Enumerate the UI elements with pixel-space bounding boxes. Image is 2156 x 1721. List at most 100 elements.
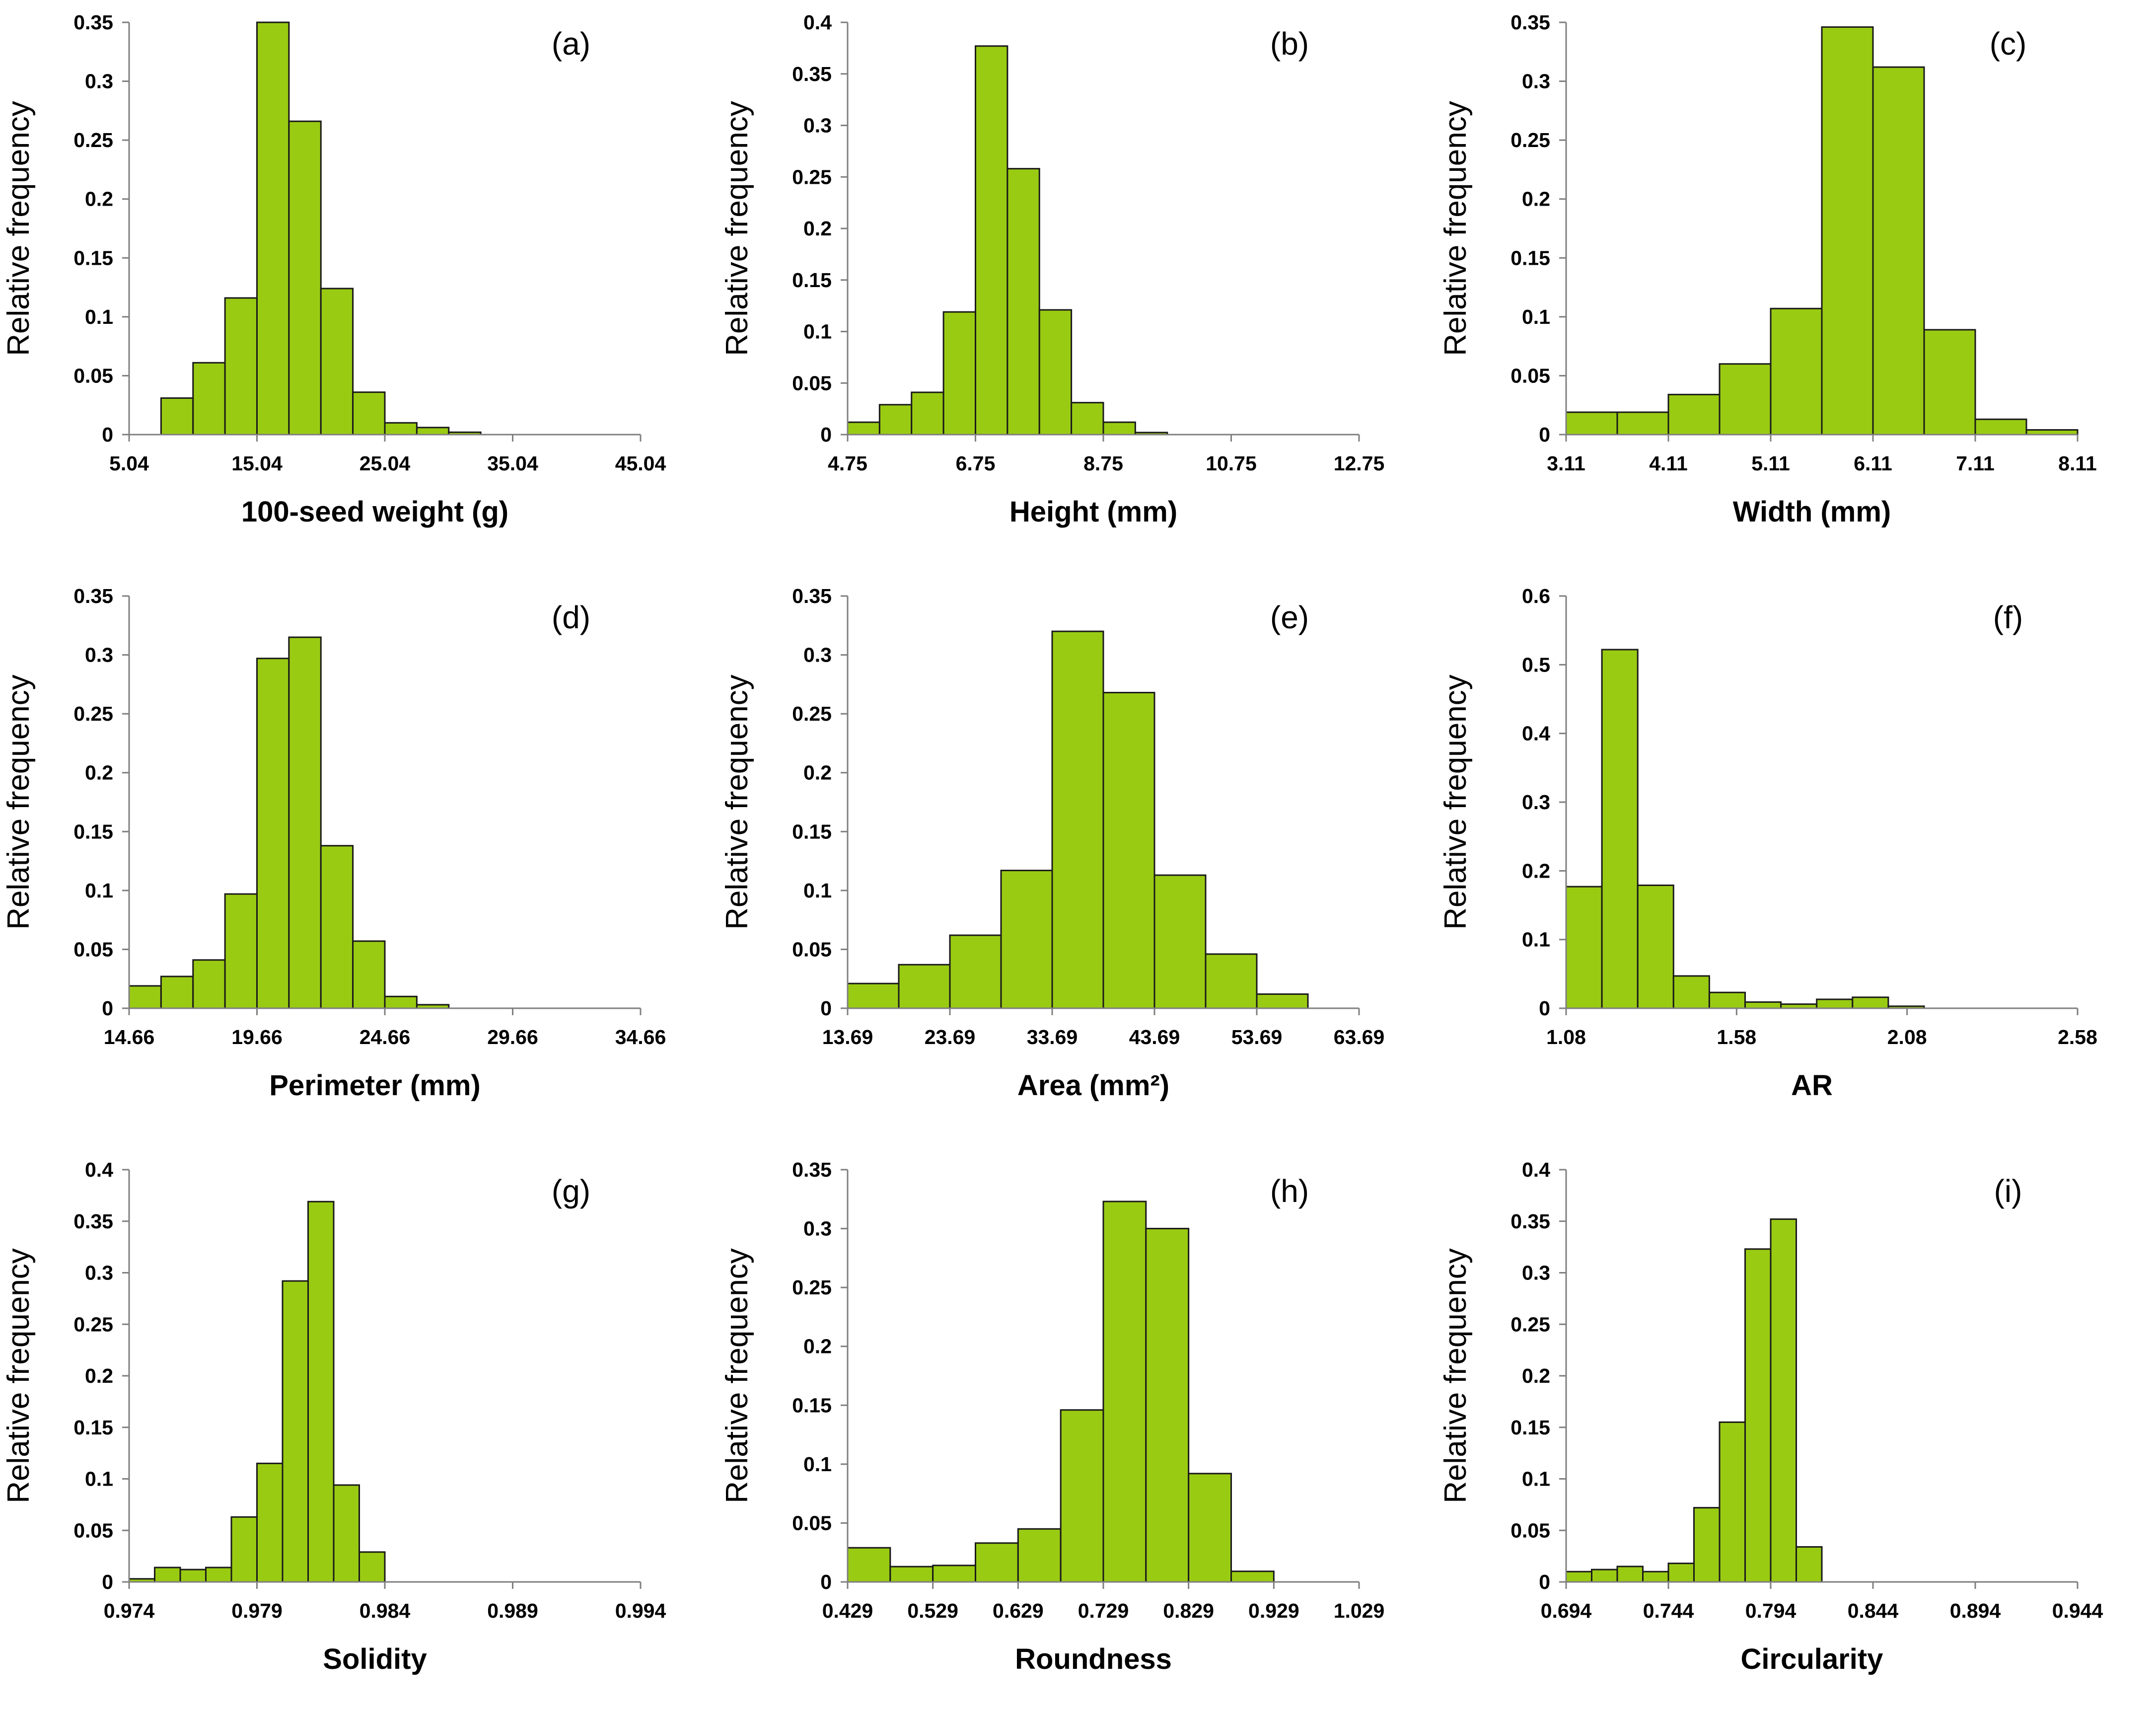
y-tick-label: 0.15 (792, 269, 832, 292)
y-tick-label: 0.3 (1522, 70, 1550, 93)
y-tick-label: 0.05 (792, 1511, 832, 1534)
histogram-bar (1230, 1571, 1275, 1583)
histogram-bar (224, 893, 258, 1009)
y-axis-title: Relative frequency (1438, 101, 1473, 356)
y-tick-label: 0.1 (803, 1453, 832, 1476)
y-tick-label: 0.35 (73, 585, 113, 607)
histogram-bar (1006, 168, 1040, 436)
histogram-bar (320, 288, 354, 436)
x-tick-label: 8.11 (2058, 452, 2097, 475)
y-tick-label: 0.35 (73, 1210, 113, 1233)
y-tick-label: 0.05 (73, 938, 113, 961)
histogram-bar (975, 1542, 1019, 1583)
histogram-bar (1205, 953, 1258, 1009)
x-tick-label: 63.69 (1334, 1026, 1385, 1048)
y-tick-label: 0.2 (1522, 1364, 1550, 1387)
y-tick-label: 0.25 (1510, 129, 1550, 151)
x-tick-label: 0.974 (104, 1599, 155, 1622)
y-tick-label: 0 (1539, 997, 1550, 1020)
histogram-bar (160, 397, 194, 436)
histogram-bar (192, 362, 226, 436)
histogram-bar (1601, 649, 1639, 1009)
histogram-bar (1796, 1546, 1823, 1583)
histogram-bar (256, 1462, 284, 1583)
y-tick-label: 0.15 (1510, 1416, 1550, 1439)
x-tick-label: 25.04 (359, 452, 411, 475)
histogram-svg-f: 0 0.1 0.2 0.3 0.4 0.5 0.6 1.08 1.58 2.08 2.58 Relat… (1438, 585, 2097, 1102)
x-tick-label: 5.04 (109, 452, 149, 475)
histogram-bar (205, 1567, 232, 1583)
y-tick-label: 0.1 (1522, 305, 1550, 328)
histogram-svg-g: 0 0.05 0.1 0.15 0.2 0.25 0.3 0.35 0.4 0.974 0.979 0… (1, 1158, 666, 1675)
histogram-bar (1102, 421, 1136, 436)
x-axis-title: 100-seed weight (g) (241, 496, 508, 528)
x-tick-label: 24.66 (359, 1026, 411, 1048)
histogram-bar (1637, 884, 1674, 1009)
x-tick-label: 23.69 (925, 1026, 976, 1048)
histogram-svg-c: 0 0.05 0.1 0.15 0.2 0.25 0.3 0.35 3.11 4.11 5.11 6.… (1438, 11, 2097, 528)
y-tick-label: 0.25 (1510, 1313, 1550, 1336)
x-tick-label: 1.58 (1717, 1026, 1756, 1048)
histogram-bar (192, 959, 226, 1009)
histogram-bar (384, 995, 418, 1009)
histogram-bar (1852, 996, 1889, 1009)
y-tick-label: 0 (820, 423, 832, 446)
y-tick-label: 0 (820, 1571, 832, 1593)
panel-label: (i) (1994, 1173, 2022, 1209)
histogram-bar (1102, 1200, 1147, 1583)
y-tick-label: 0.25 (73, 1313, 113, 1336)
y-tick-label: 0 (102, 1571, 113, 1593)
x-tick-label: 6.11 (1854, 452, 1892, 475)
histogram-panel-h: 0 0.05 0.1 0.15 0.2 0.25 0.3 0.35 0.429 0.529 0.62… (719, 1147, 1437, 1721)
x-tick-label: 29.66 (487, 1026, 538, 1048)
x-tick-label: 45.04 (615, 452, 666, 475)
y-axis-title: Relative frequency (1438, 674, 1473, 930)
x-tick-label: 0.989 (487, 1599, 538, 1622)
histogram-bar (1642, 1571, 1669, 1583)
y-tick-label: 0.35 (792, 63, 832, 85)
y-tick-label: 0.3 (85, 644, 113, 667)
y-tick-label: 0.6 (1522, 585, 1550, 607)
histogram-panel-d: 0 0.05 0.1 0.15 0.2 0.25 0.3 0.35 14.66 19.66 24.6… (0, 574, 719, 1147)
y-tick-label: 0.1 (1522, 928, 1550, 951)
histogram-bar (1000, 870, 1053, 1009)
x-tick-label: 7.11 (1956, 452, 1995, 475)
x-tick-label: 1.029 (1334, 1599, 1385, 1622)
histogram-bar (1145, 1228, 1190, 1583)
histogram-bar (1744, 1248, 1772, 1583)
y-tick-label: 0.3 (803, 644, 832, 667)
histogram-bar (1821, 26, 1874, 436)
x-tick-label: 43.69 (1129, 1026, 1180, 1048)
panel-label: (g) (552, 1173, 590, 1209)
histogram-panel-g: 0 0.05 0.1 0.15 0.2 0.25 0.3 0.35 0.4 0.974 0.979 0… (0, 1147, 719, 1721)
histogram-bar (847, 982, 900, 1009)
histogram-bar (898, 964, 951, 1009)
x-tick-label: 2.58 (2058, 1026, 2097, 1048)
histogram-bar (949, 934, 1002, 1009)
y-tick-label: 0 (102, 997, 113, 1020)
x-tick-label: 0.979 (231, 1599, 283, 1622)
x-tick-label: 10.75 (1206, 452, 1257, 475)
histogram-bar (352, 391, 386, 436)
y-tick-label: 0.3 (803, 1217, 832, 1240)
histogram-bar (160, 975, 194, 1009)
panel-label: (d) (552, 599, 590, 635)
x-axis-title: Perimeter (mm) (269, 1069, 480, 1102)
y-tick-label: 0.35 (1510, 11, 1550, 34)
histogram-bar (911, 391, 944, 436)
x-tick-label: 5.11 (1751, 452, 1790, 475)
histogram-bar (1565, 411, 1618, 436)
histogram-bar (352, 940, 386, 1009)
y-tick-label: 0.15 (73, 820, 113, 843)
y-tick-label: 0.1 (85, 305, 113, 328)
y-tick-label: 0.05 (1510, 1519, 1550, 1542)
y-tick-label: 0.35 (792, 1158, 832, 1181)
y-axis-title: Relative frequency (720, 101, 754, 356)
histogram-bar (359, 1551, 386, 1583)
x-tick-label: 0.429 (822, 1599, 873, 1622)
panel-label: (c) (1990, 26, 2027, 62)
histogram-bar (1923, 329, 1976, 436)
y-tick-label: 0.2 (803, 1335, 832, 1358)
y-tick-label: 0.05 (73, 364, 113, 387)
panel-label: (h) (1270, 1173, 1309, 1209)
